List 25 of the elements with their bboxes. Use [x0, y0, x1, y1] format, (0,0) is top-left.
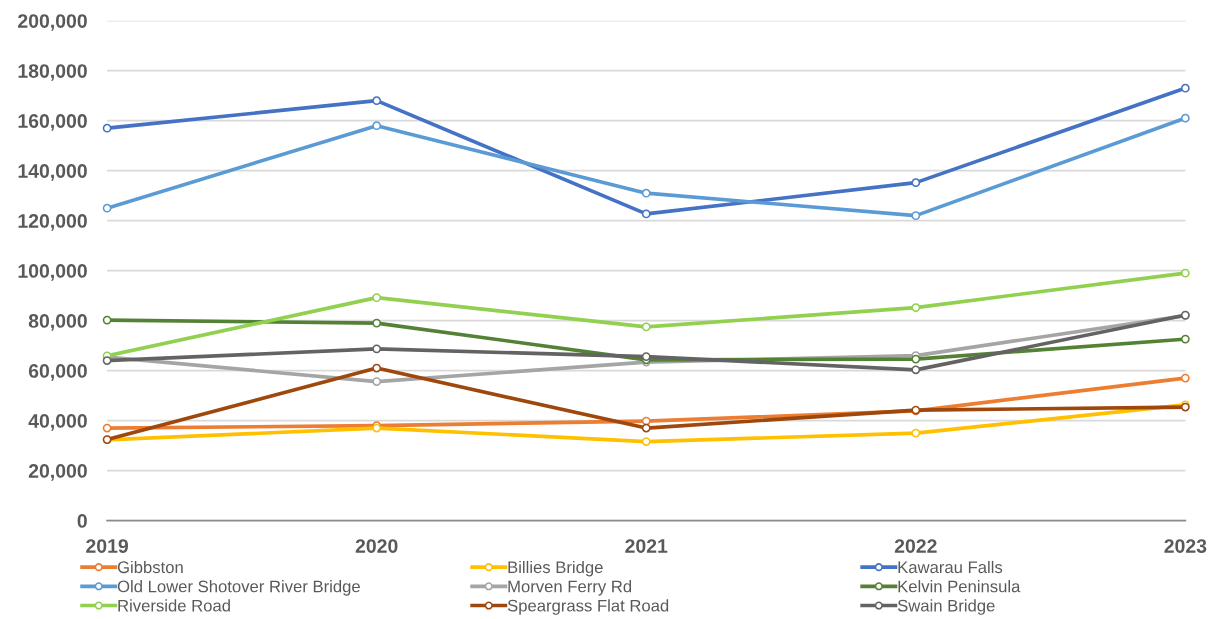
- legend-label: Kelvin Peninsula: [898, 580, 1021, 593]
- legend-label: Kawarau Falls: [898, 560, 1003, 574]
- y-tick-label: 20,000: [28, 464, 87, 481]
- y-tick-label: 200,000: [18, 14, 87, 31]
- legend-label: Speargrass Flat Road: [507, 599, 669, 615]
- y-tick-label: 40,000: [28, 414, 87, 431]
- x-tick-label: 2022: [894, 539, 937, 553]
- legend-label: Gibbston: [117, 560, 183, 574]
- x-tick-label: 2020: [355, 539, 398, 553]
- y-tick-label: 0: [77, 514, 87, 528]
- legend-label: Old Lower Shotover River Bridge: [117, 580, 360, 596]
- legend-label: Riverside Road: [118, 599, 230, 612]
- legend-label: Morven Ferry Rd: [508, 580, 632, 596]
- x-tick-label: 2019: [86, 539, 129, 553]
- x-tick-label: 2021: [625, 539, 668, 553]
- y-tick-label: 100,000: [18, 264, 87, 281]
- y-tick-label: 60,000: [28, 364, 87, 381]
- x-tick-label: 2023: [1164, 539, 1207, 553]
- y-tick-label: 120,000: [18, 214, 87, 231]
- legend-label: Swain Bridge: [897, 599, 995, 615]
- y-tick-label: 140,000: [18, 164, 87, 181]
- y-tick-label: 80,000: [28, 314, 87, 331]
- y-tick-label: 180,000: [18, 64, 87, 81]
- y-tick-label: 160,000: [18, 114, 87, 131]
- legend-label: Billies Bridge: [508, 560, 603, 577]
